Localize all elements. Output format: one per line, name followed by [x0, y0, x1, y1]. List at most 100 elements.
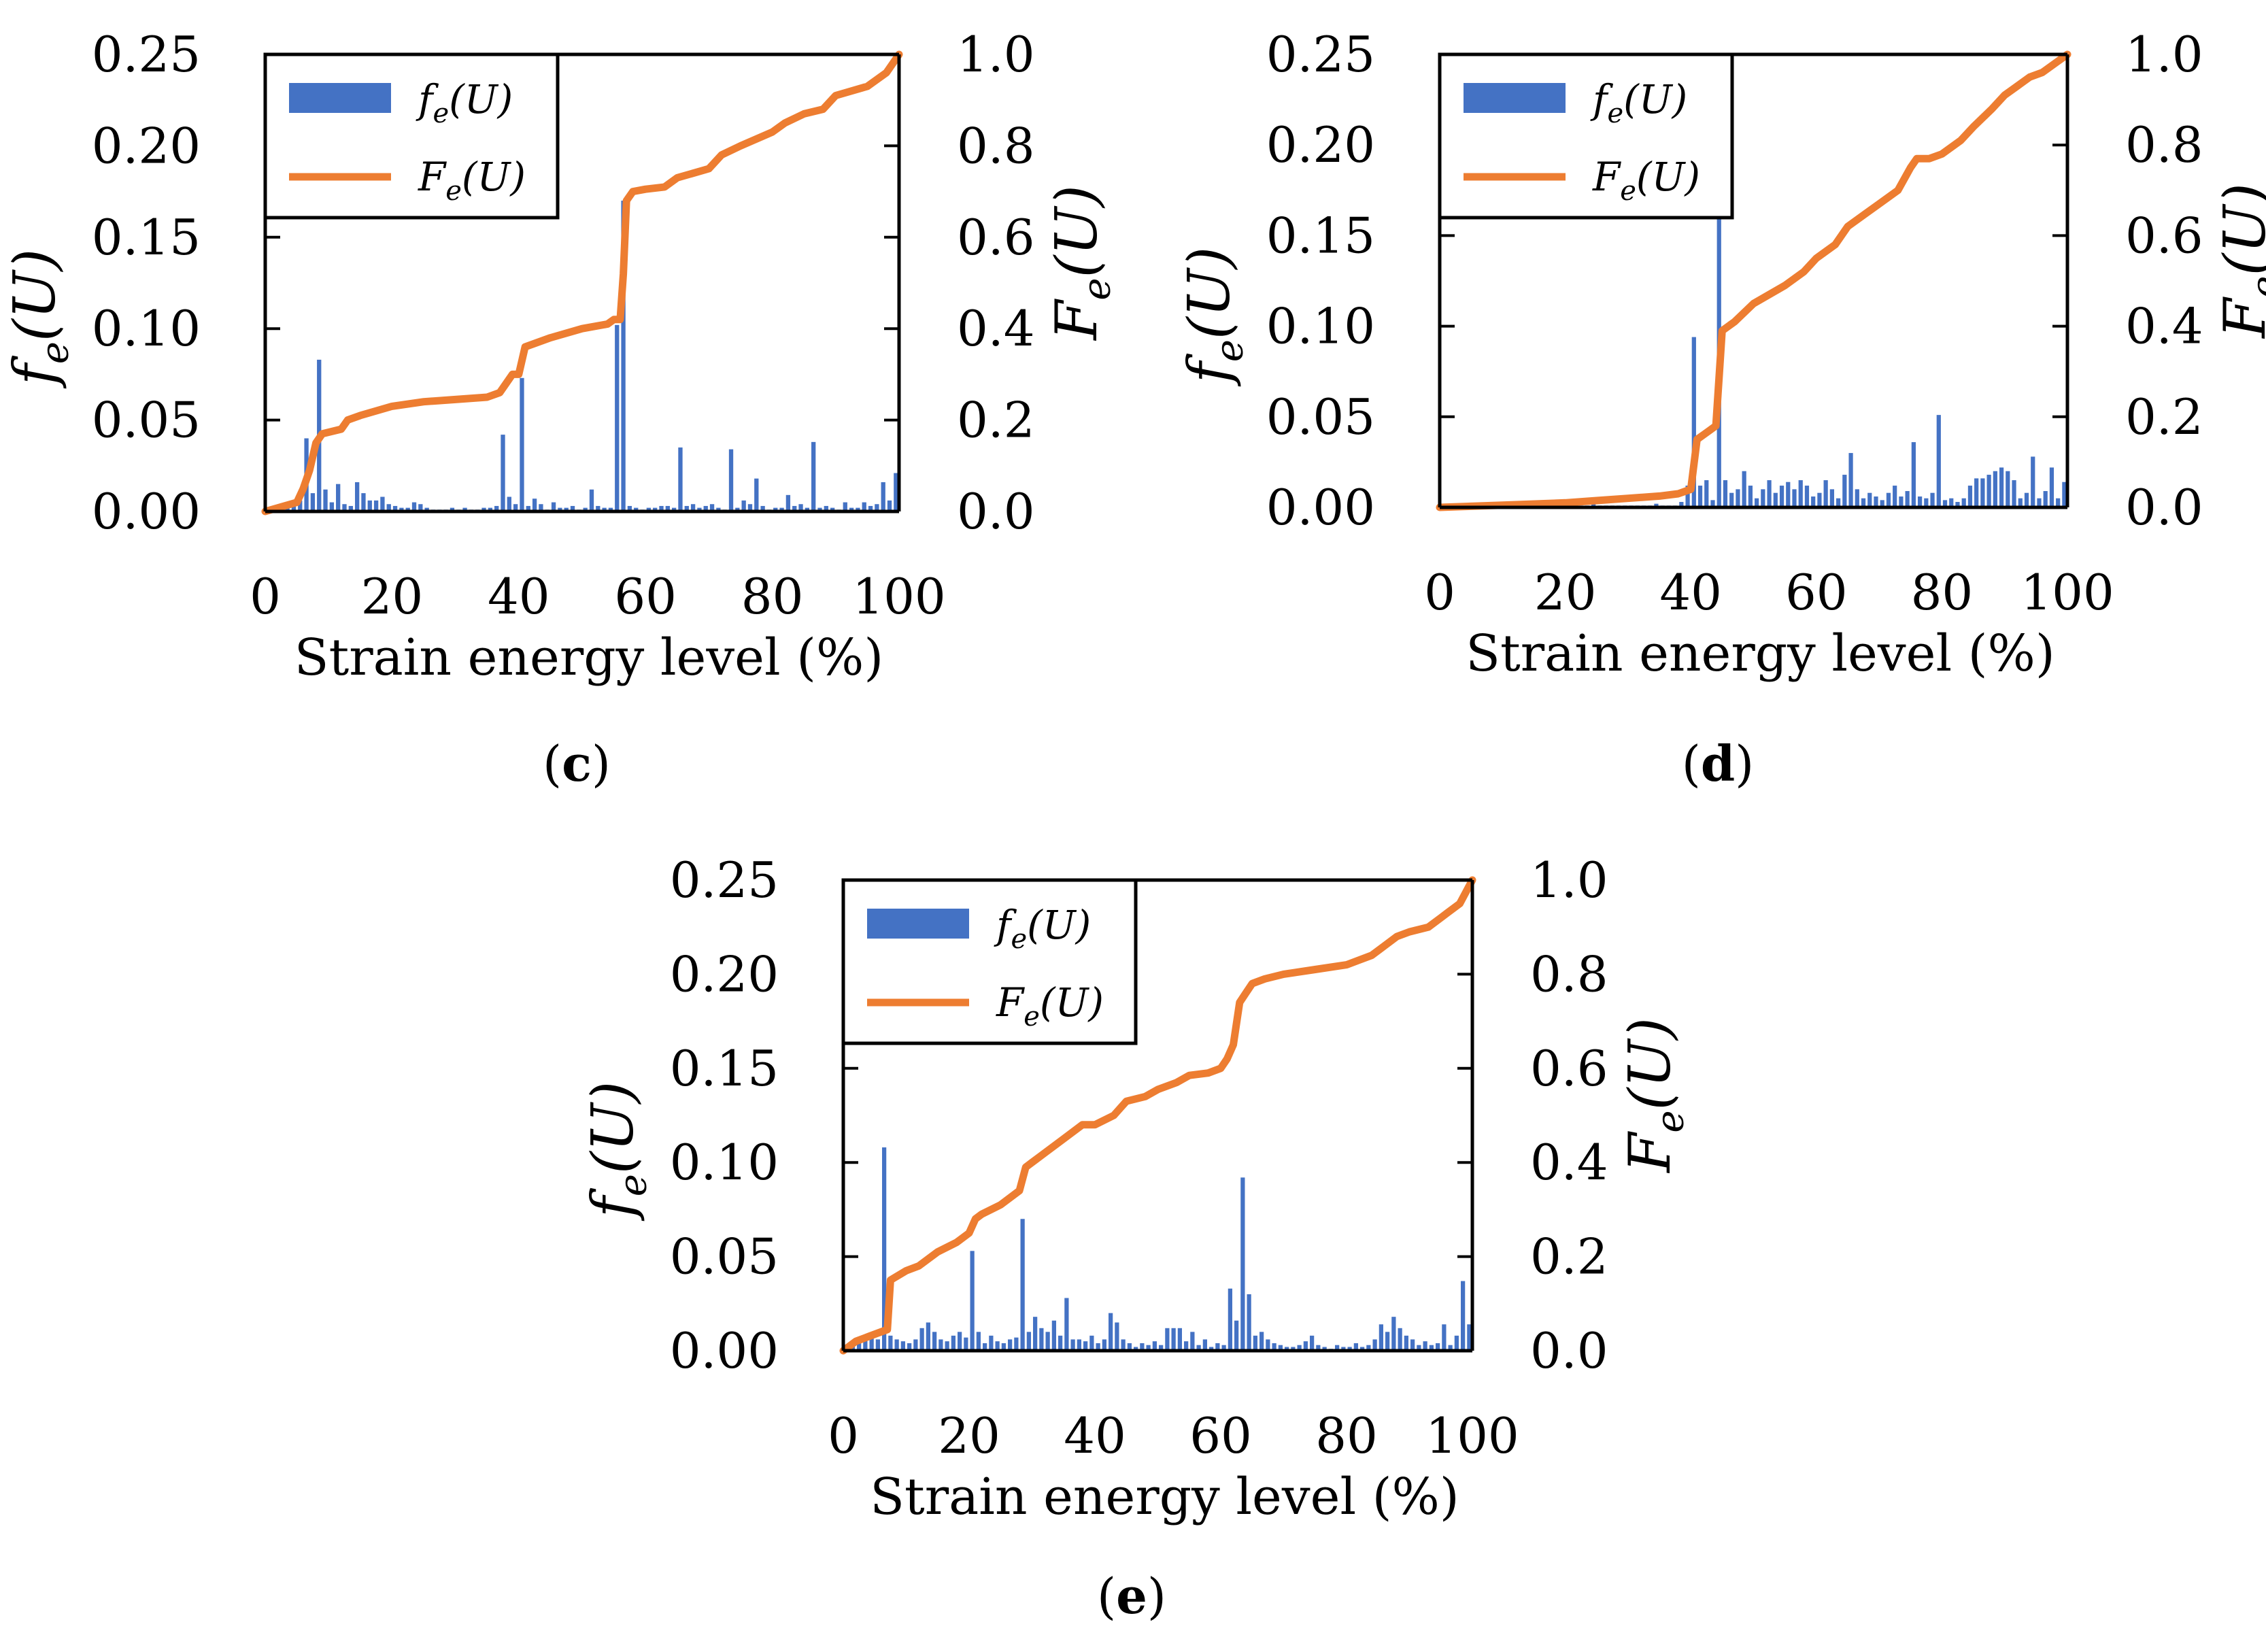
bar-c-35: [481, 507, 486, 511]
legend-label-Fe: Fe(U): [1592, 154, 1700, 207]
ytick-left-label: 0.25: [1266, 26, 1375, 83]
bar-c-19: [380, 496, 385, 511]
bar-e-80: [1341, 1347, 1346, 1351]
bar-d-79: [1930, 492, 1935, 507]
bar-d-92: [2012, 480, 2016, 507]
bar-e-76: [1316, 1345, 1321, 1351]
bar-c-66: [678, 447, 683, 511]
bar-d-99: [2056, 498, 2061, 507]
legend-box: [1438, 52, 1734, 220]
bar-c-46: [551, 502, 556, 511]
bar-d-82: [1949, 498, 1954, 507]
bar-c-8: [310, 493, 316, 511]
xtick-label: 100: [2020, 564, 2114, 621]
legend-swatch-bar: [867, 909, 969, 939]
bar-d-62: [1823, 480, 1828, 507]
bar-d-80: [1936, 415, 1941, 507]
bar-c-99: [887, 500, 892, 511]
bar-d-100: [2062, 482, 2067, 507]
bar-c-58: [627, 505, 632, 511]
bar-e-85: [1372, 1339, 1377, 1351]
bar-c-23: [405, 507, 410, 511]
bar-d-89: [1993, 471, 1997, 507]
bar-c-18: [373, 500, 379, 511]
bar-c-37: [494, 505, 499, 511]
chart-panel-e: 0.00 0.05 0.10 0.15 0.20 0.25 0.0 0.2 0.4 0.6 0.8 1…: [579, 852, 1693, 1625]
bar-e-50: [1152, 1341, 1157, 1351]
bar-e-60: [1215, 1343, 1220, 1351]
bar-e-58: [1202, 1339, 1207, 1351]
bar-d-58: [1798, 480, 1803, 507]
bar-e-11: [907, 1343, 912, 1351]
ytick-left-label: 0.05: [670, 1228, 779, 1285]
x-axis-label: Strain energy level (%): [1466, 624, 2054, 683]
bar-c-16: [361, 493, 366, 511]
legend-label-fe: fe(U): [416, 76, 513, 129]
bar-c-48: [564, 507, 569, 511]
ytick-right-label: 0.2: [957, 392, 1035, 449]
bar-e-99: [1461, 1281, 1466, 1351]
bar-c-77: [747, 504, 753, 511]
bar-d-72: [1886, 492, 1891, 507]
bar-c-56: [615, 324, 620, 511]
bar-c-85: [798, 504, 803, 511]
bar-c-94: [856, 507, 860, 511]
bar-c-10: [323, 489, 328, 511]
bar-c-71: [709, 504, 715, 511]
y-axis-left-label: fe(U): [1176, 247, 1252, 388]
bar-e-53: [1171, 1328, 1176, 1351]
y-axis-right-label: Fe(U): [1043, 185, 1119, 341]
bar-e-45: [1121, 1339, 1126, 1351]
bar-c-15: [354, 482, 360, 511]
ytick-right-label: 0.6: [1530, 1040, 1608, 1097]
bar-d-52: [1761, 489, 1765, 507]
xtick-label: 80: [1911, 564, 1974, 621]
bar-e-43: [1109, 1313, 1113, 1351]
bar-e-56: [1190, 1332, 1195, 1351]
bar-e-95: [1436, 1343, 1440, 1351]
bar-d-70: [1874, 496, 1878, 507]
bar-e-83: [1360, 1347, 1365, 1351]
bar-c-30: [450, 507, 455, 511]
bar-c-68: [690, 504, 696, 511]
bar-c-97: [875, 504, 879, 511]
bar-c-39: [507, 496, 511, 511]
bar-e-26: [1001, 1343, 1006, 1351]
bar-e-7: [882, 1147, 887, 1351]
ytick-right-label: 0.8: [1530, 945, 1608, 1002]
bar-e-46: [1127, 1343, 1132, 1351]
xtick-label: 40: [1064, 1407, 1126, 1464]
bar-d-63: [1829, 489, 1834, 507]
bar-d-94: [2024, 492, 2029, 507]
ytick-left-label: 0.20: [92, 117, 201, 174]
bar-e-30: [1026, 1332, 1031, 1351]
bar-e-65: [1247, 1294, 1251, 1351]
bar-e-98: [1454, 1335, 1459, 1351]
ytick-right-label: 0.2: [2125, 388, 2203, 445]
bar-d-68: [1861, 498, 1866, 507]
xtick-label: 80: [741, 568, 804, 625]
bar-d-84: [1961, 498, 1966, 507]
bar-d-25: [1591, 503, 1596, 507]
legend-box: [841, 878, 1138, 1045]
bar-c-82: [779, 507, 784, 511]
ytick-right-label: 0.4: [2125, 298, 2203, 355]
ytick-left-label: 0.10: [1266, 298, 1375, 355]
bar-e-10: [900, 1341, 905, 1351]
bar-c-64: [665, 505, 670, 511]
xtick-label: 20: [938, 1407, 1000, 1464]
bar-d-74: [1899, 496, 1904, 507]
bar-e-47: [1134, 1347, 1138, 1351]
ytick-left-label: 0.00: [1266, 479, 1375, 536]
bar-c-52: [589, 489, 594, 511]
y-axis-right-label: Fe(U): [2212, 183, 2266, 339]
bar-c-53: [596, 505, 601, 511]
bar-c-57: [621, 201, 626, 511]
bar-e-13: [919, 1328, 924, 1351]
bar-d-85: [1967, 486, 1973, 507]
bar-c-54: [602, 507, 607, 511]
bar-d-96: [2037, 498, 2042, 507]
bar-e-33: [1045, 1332, 1050, 1351]
bar-e-87: [1385, 1332, 1390, 1351]
